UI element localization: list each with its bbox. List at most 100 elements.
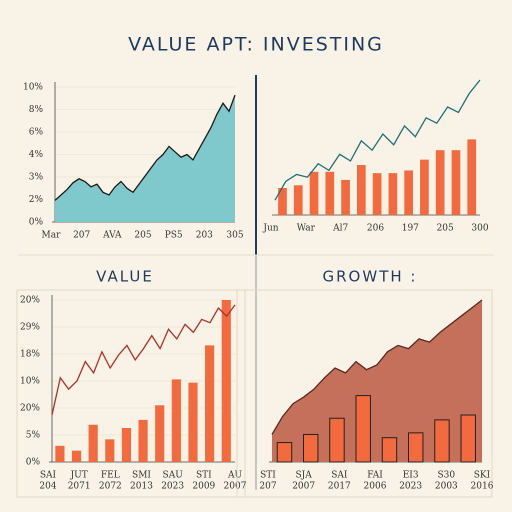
x-tick-label: 300 <box>471 224 488 234</box>
x-tick-sublabel: 2006 <box>364 482 387 492</box>
x-tick-label: SAI <box>40 471 57 481</box>
y-tick-label: 18% <box>20 350 40 360</box>
y-tick-label: 10% <box>20 377 40 387</box>
bar <box>188 382 198 462</box>
bar <box>467 139 477 215</box>
x-tick-sublabel: 2072 <box>99 482 122 492</box>
x-tick-label: AVA <box>102 231 122 241</box>
bar <box>357 165 366 215</box>
page-title: VALUE APT: INVESTING <box>128 34 384 56</box>
line <box>274 79 481 201</box>
x-tick-label: EI3 <box>403 471 419 481</box>
x-tick-sublabel: 2023 <box>399 482 422 492</box>
bar <box>88 424 98 462</box>
bar <box>155 405 165 462</box>
y-tick-label: 20% <box>20 296 40 306</box>
x-tick-label: 197 <box>402 224 419 234</box>
bar <box>138 419 148 462</box>
x-tick-label: 305 <box>226 231 243 241</box>
bar <box>420 159 429 215</box>
x-tick-sublabel: 2007 <box>292 482 315 492</box>
y-tick-label: 0% <box>29 218 44 228</box>
x-tick-label: Mar <box>42 231 62 241</box>
area-edge <box>54 94 236 201</box>
bar <box>105 439 115 462</box>
x-tick-label: 206 <box>367 224 384 234</box>
x-tick-label: STI <box>260 471 276 481</box>
bar <box>309 171 319 215</box>
y-tick-label: 20% <box>20 404 40 414</box>
bar <box>55 445 65 462</box>
line <box>51 304 236 416</box>
x-tick-label: SAU <box>163 471 184 481</box>
bar <box>278 188 287 215</box>
x-tick-sublabel: 204 <box>39 482 56 492</box>
bar <box>171 379 181 462</box>
x-tick-label: SAI <box>331 471 348 481</box>
area-edge <box>271 299 483 435</box>
x-tick-label: War <box>297 224 316 234</box>
x-tick-sublabel: 2016 <box>471 482 494 492</box>
panel-frame <box>236 289 493 498</box>
x-tick-label: SKI <box>474 471 491 481</box>
x-tick-sublabel: 2071 <box>68 482 91 492</box>
x-tick-label: PS5 <box>165 231 183 241</box>
x-tick-label: SMI <box>132 471 151 481</box>
x-tick-label: FEL <box>101 471 120 481</box>
bar <box>205 345 215 462</box>
area <box>272 300 482 462</box>
x-tick-sublabel: 2017 <box>328 482 351 492</box>
x-tick-label: 205 <box>134 231 151 241</box>
y-tick-label: 3% <box>29 173 44 183</box>
bar <box>325 171 335 215</box>
bar <box>121 427 132 462</box>
x-tick-sublabel: 2003 <box>435 482 458 492</box>
x-tick-label: Al7 <box>332 224 348 234</box>
y-tick-label: 2% <box>29 195 44 205</box>
panel-title: VALUE <box>96 268 154 286</box>
bar <box>435 150 445 215</box>
bar <box>293 185 303 215</box>
panel-frame <box>16 289 246 498</box>
bar <box>355 395 371 463</box>
bar <box>434 419 450 463</box>
bar <box>221 300 231 462</box>
x-tick-label: S30 <box>438 471 456 481</box>
bar <box>303 433 319 463</box>
y-tick-label: 0% <box>26 458 41 468</box>
y-tick-label: 8% <box>29 105 44 115</box>
bar <box>381 437 398 463</box>
bar <box>404 170 413 215</box>
x-tick-label: 205 <box>437 224 454 234</box>
x-tick-sublabel: 2009 <box>192 482 215 492</box>
bar <box>71 450 82 462</box>
x-tick-label: FAI <box>367 471 383 481</box>
x-tick-label: 207 <box>73 231 90 241</box>
y-tick-label: 4% <box>29 150 44 160</box>
x-tick-sublabel: 2013 <box>130 482 153 492</box>
y-tick-label: 10% <box>23 83 43 93</box>
x-tick-label: STI <box>196 471 212 481</box>
bar <box>329 417 345 463</box>
bar <box>460 414 476 463</box>
bar <box>408 432 424 463</box>
panel-title: GROWTH : <box>323 268 418 286</box>
bar <box>341 179 350 215</box>
bar <box>451 150 461 215</box>
y-tick-label: 5% <box>26 431 41 441</box>
area <box>55 95 235 222</box>
x-tick-label: Jun <box>262 224 278 234</box>
x-tick-label: JUT <box>70 471 88 481</box>
x-tick-sublabel: 2007 <box>224 482 247 492</box>
bar <box>372 173 382 215</box>
y-tick-label: 29% <box>20 323 40 333</box>
x-tick-sublabel: 207 <box>259 482 276 492</box>
x-tick-label: AU <box>227 471 242 481</box>
bar <box>388 173 398 215</box>
x-tick-label: SJA <box>296 471 313 481</box>
x-tick-sublabel: 2023 <box>161 482 184 492</box>
x-tick-label: 203 <box>196 231 213 241</box>
y-tick-label: 6% <box>29 128 44 138</box>
bar <box>276 442 293 463</box>
